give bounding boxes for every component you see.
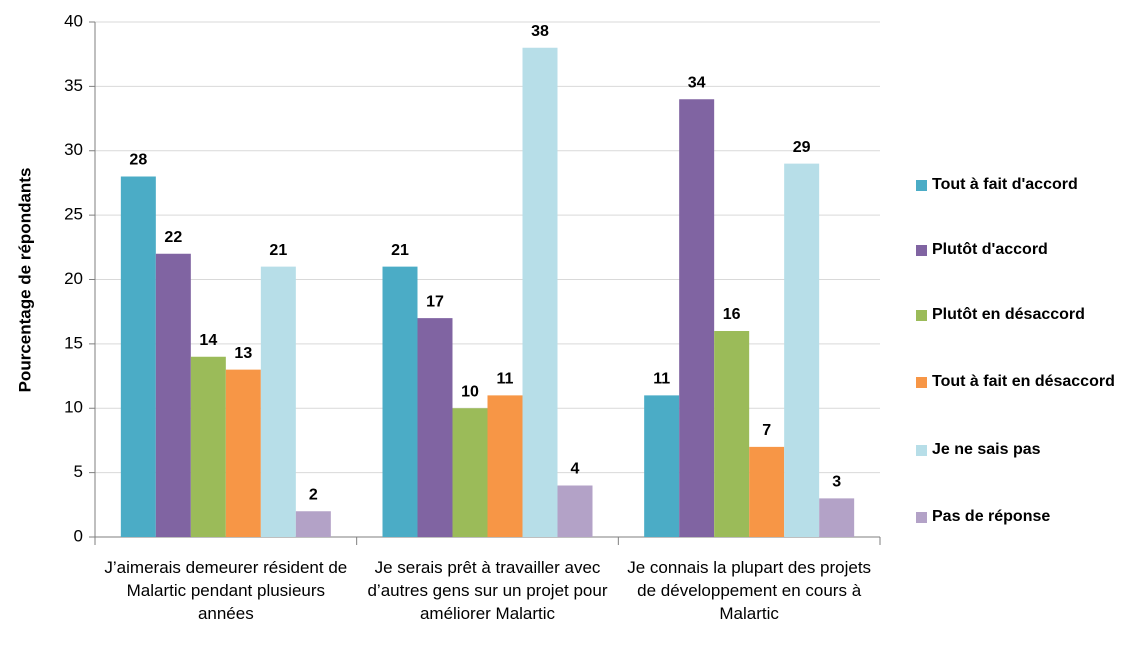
bar [155, 253, 191, 537]
bar [487, 395, 523, 537]
data-label: 10 [461, 383, 479, 400]
data-label: 13 [234, 345, 252, 362]
legend-swatch [916, 180, 927, 191]
data-label: 28 [129, 152, 147, 169]
data-label: 14 [199, 332, 217, 349]
data-label: 4 [571, 461, 580, 478]
legend-swatch [916, 512, 927, 523]
bar [714, 331, 750, 537]
legend-swatch [916, 310, 927, 321]
y-tick-label: 10 [64, 398, 83, 417]
x-tick-label: J’aimerais demeurer résident de Malartic… [104, 558, 348, 623]
bar [819, 498, 855, 537]
x-tick-label: Je serais prêt à travailler avec d’autre… [367, 558, 608, 623]
legend-label: Plutôt en désaccord [932, 306, 1085, 323]
bar [522, 47, 558, 537]
bar [784, 163, 820, 537]
y-tick-label: 35 [64, 76, 83, 95]
y-tick-label: 40 [64, 11, 83, 30]
bar [452, 408, 488, 537]
bar [749, 446, 785, 537]
data-label: 34 [688, 74, 706, 91]
y-tick-label: 30 [64, 140, 83, 159]
data-label: 21 [269, 242, 287, 259]
bar [225, 369, 261, 537]
bar [644, 395, 680, 537]
legend-label: Je ne sais pas [932, 441, 1041, 458]
bar [679, 99, 715, 537]
y-tick-label: 20 [64, 269, 83, 288]
data-label: 3 [832, 474, 841, 491]
data-label: 16 [723, 306, 741, 323]
y-axis-title: Pourcentage de répondants [15, 168, 34, 393]
data-label: 38 [531, 23, 549, 40]
y-tick-label: 5 [74, 462, 83, 481]
data-label: 21 [391, 242, 409, 259]
bar [190, 356, 226, 537]
legend-swatch [916, 445, 927, 456]
y-tick-label: 25 [64, 205, 83, 224]
legend-swatch [916, 377, 927, 388]
bar [417, 318, 453, 537]
y-tick-label: 0 [74, 526, 83, 545]
y-tick-label: 15 [64, 333, 83, 352]
legend-label: Tout à fait d'accord [932, 176, 1078, 193]
legend-label: Pas de réponse [932, 508, 1051, 525]
data-label: 11 [653, 371, 670, 388]
x-tick-label: Je connais la plupart des projets de dév… [627, 558, 872, 623]
data-label: 2 [309, 486, 318, 503]
bar [295, 511, 331, 537]
data-label: 7 [762, 422, 771, 439]
legend-label: Plutôt d'accord [932, 241, 1048, 258]
bar [120, 176, 156, 537]
data-label: 22 [164, 229, 182, 246]
bar [382, 266, 418, 537]
data-label: 17 [426, 293, 444, 310]
legend-swatch [916, 245, 927, 256]
bar [260, 266, 296, 537]
data-label: 29 [793, 139, 811, 156]
legend-label: Tout à fait en désaccord [932, 373, 1115, 390]
bar [557, 485, 593, 537]
data-label: 11 [497, 371, 514, 388]
